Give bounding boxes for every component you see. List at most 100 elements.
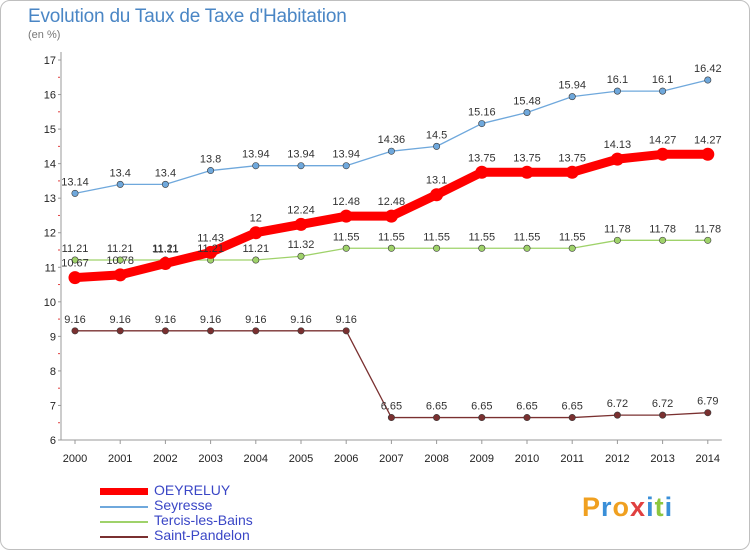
x-tick-label: 2000 (63, 453, 87, 465)
data-label: 10.78 (106, 255, 134, 267)
chart-axes: 6 7 8 9 10 11 12 13 14 15 16 17 2000 2001 2002 2003 2004… (44, 52, 722, 465)
data-label: 14.27 (649, 134, 677, 146)
chart-title: Evolution du Taux de Taxe d'Habitation (28, 6, 347, 27)
data-label: 14.5 (426, 129, 447, 141)
data-label: 6.72 (652, 398, 673, 410)
data-label: 6.72 (607, 398, 628, 410)
data-point (252, 162, 260, 170)
data-point (433, 142, 441, 150)
data-point (433, 414, 441, 422)
legend: OEYRELUY Seyresse Tercis-les-Bains Saint… (100, 482, 360, 544)
data-point (297, 327, 305, 335)
y-tick-label: 10 (44, 297, 56, 309)
data-label: 12 (250, 213, 262, 225)
data-point (478, 120, 486, 128)
data-point (116, 180, 124, 188)
data-point (297, 252, 305, 260)
data-label: 11.78 (604, 223, 631, 235)
legend-item-tercis: Tercis-les-Bains (100, 512, 360, 529)
data-point (478, 414, 486, 422)
logo-letter: i (646, 492, 655, 522)
legend-item-oeyreluy: OEYRELUY (100, 482, 360, 499)
data-label: 11.32 (288, 239, 315, 251)
data-label: 16.42 (694, 63, 722, 75)
data-label: 11.11 (152, 243, 178, 255)
data-label: 11.55 (559, 231, 586, 243)
data-point (387, 147, 395, 155)
proxiti-logo: Proxiti (582, 492, 673, 523)
y-tick-label: 17 (44, 55, 56, 67)
y-tick-label: 16 (44, 90, 56, 102)
data-label: 6.65 (381, 401, 402, 413)
x-tick-label: 2010 (515, 453, 539, 465)
x-tick-label: 2008 (424, 453, 448, 465)
legend-label-saint-pandelon: Saint-Pandelon (154, 527, 250, 543)
data-point (523, 109, 531, 117)
data-label: 11.43 (197, 232, 224, 244)
x-tick-label: 2006 (334, 453, 358, 465)
data-label: 9.16 (335, 314, 356, 326)
x-tick-label: 2001 (108, 453, 132, 465)
y-tick-label: 14 (44, 159, 56, 171)
data-label: 11.21 (107, 243, 134, 255)
legend-item-saint-pandelon: Saint-Pandelon (100, 527, 360, 544)
data-point (568, 93, 576, 101)
x-tick-label: 2013 (650, 453, 674, 465)
data-label: 12.48 (378, 196, 406, 208)
data-point (568, 414, 576, 422)
data-point (610, 152, 624, 166)
data-label: 11.78 (649, 223, 676, 235)
data-label: 11.21 (152, 243, 179, 255)
data-point (71, 327, 79, 335)
data-point (568, 244, 576, 252)
data-point (158, 256, 172, 270)
data-label: 11.55 (378, 231, 405, 243)
y-tick-label: 8 (50, 366, 56, 378)
data-label: 11.78 (694, 223, 721, 235)
data-label: 9.16 (155, 314, 176, 326)
x-tick-label: 2005 (289, 453, 313, 465)
data-label: 16.1 (607, 74, 628, 86)
data-label: 13.75 (468, 152, 496, 164)
data-point (430, 188, 444, 202)
data-label: 11.55 (468, 231, 495, 243)
data-point (116, 256, 124, 264)
x-tick-label: 2007 (379, 453, 403, 465)
logo-letter: t (654, 492, 665, 522)
data-label: 6.65 (561, 401, 582, 413)
data-point (113, 268, 127, 282)
data-point (656, 147, 670, 161)
data-point (387, 244, 395, 252)
data-label: 6.65 (426, 401, 447, 413)
data-point (342, 244, 350, 252)
data-point (384, 209, 398, 223)
data-label: 13.1 (426, 175, 447, 187)
data-point (387, 414, 395, 422)
data-label: 13.75 (558, 152, 586, 164)
data-point (207, 327, 215, 335)
legend-swatch-oeyreluy (100, 488, 148, 495)
data-point (475, 165, 489, 179)
data-point (704, 76, 712, 84)
data-label: 6.65 (471, 401, 492, 413)
data-label: 9.16 (64, 314, 85, 326)
data-label: 15.94 (558, 80, 586, 92)
data-point (613, 236, 621, 244)
y-tick-label: 6 (50, 435, 56, 447)
data-label: 11.21 (197, 243, 224, 255)
data-label: 11.55 (514, 231, 541, 243)
data-label: 13.14 (61, 176, 89, 188)
data-label: 11.21 (242, 243, 269, 255)
legend-swatch-tercis (100, 521, 148, 523)
data-point (294, 217, 308, 231)
data-point (704, 409, 712, 417)
data-point (252, 327, 260, 335)
data-label: 13.75 (513, 152, 541, 164)
data-label: 15.16 (468, 107, 496, 119)
data-label: 12.24 (287, 204, 315, 216)
data-point (704, 236, 712, 244)
y-tick-label: 12 (44, 228, 56, 240)
data-point (342, 327, 350, 335)
data-label: 13.8 (200, 154, 221, 166)
